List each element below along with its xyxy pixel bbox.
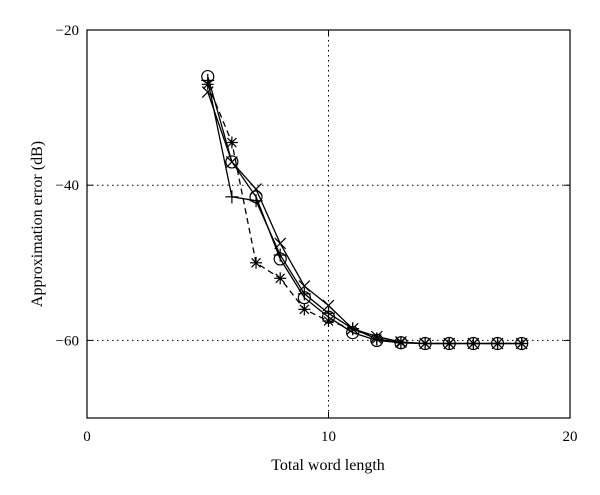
data-point-plus [225,190,239,204]
data-point-x [225,155,238,168]
axis-ticks: 0 10 20 −20 −40 −60 [56,23,578,445]
data-point-asterisk [419,337,432,350]
x-axis-title: Total word length [271,457,385,474]
data-point-asterisk [394,336,407,349]
y-axis-title: Approximation error (dB) [29,141,46,307]
data-point-asterisk [370,332,383,345]
data-point-x [250,183,262,196]
data-point-asterisk [201,78,214,91]
data-point-asterisk [274,272,287,285]
x-tick-label: 20 [563,429,578,445]
data-point-asterisk [443,337,456,350]
series-line-plus [207,80,522,345]
data-point-plus [297,287,311,301]
y-tick-label: −60 [56,333,79,349]
data-point-asterisk [467,337,480,350]
grid-lines [87,30,570,418]
data-point-asterisk [491,337,504,350]
data-point-asterisk [515,337,528,350]
data-point-asterisk [322,315,335,327]
data-point-asterisk [298,303,311,316]
data-point-circle [225,155,239,169]
data-point-asterisk [250,256,263,269]
series-line-x [207,91,522,345]
plot-area-frame [86,29,571,419]
data-point-asterisk [225,136,238,149]
data-point-plus [249,194,263,208]
series-line-circle [207,76,522,345]
series-line-asterisk [207,84,522,345]
y-tick-label: −20 [56,23,79,39]
data-point-plus [273,248,287,262]
y-tick-label: −40 [56,178,79,194]
series-group [201,69,529,351]
data-point-asterisk [346,322,359,335]
x-tick-label: 10 [321,429,336,445]
x-tick-label: 0 [83,429,91,445]
data-point-x [298,280,311,293]
data-point-x [322,299,335,312]
